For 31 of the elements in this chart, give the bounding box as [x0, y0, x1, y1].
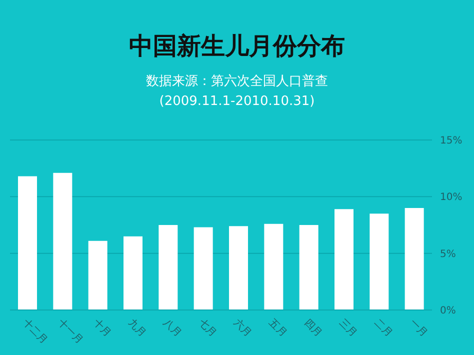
bar [334, 209, 354, 310]
x-tick-label: 九月 [126, 316, 149, 340]
bar [124, 236, 142, 310]
x-tick-label: 三月 [336, 317, 359, 340]
bar [370, 214, 389, 310]
x-tick-label: 四月 [302, 317, 324, 340]
x-tick-label: 十月 [90, 316, 114, 340]
x-tick-label: 八月 [161, 317, 184, 340]
y-tick-label: 5% [440, 248, 456, 260]
x-tick-label: 七月 [196, 316, 219, 340]
y-tick-label: 10% [440, 192, 462, 204]
x-tick-label: 一月 [407, 317, 430, 340]
bar [158, 225, 178, 310]
x-tick-label: 二月 [372, 317, 394, 340]
bar [229, 226, 248, 310]
chart-subtitle: 数据来源：第六次全国人口普查 [145, 72, 329, 90]
bar [264, 224, 284, 310]
bar [88, 240, 108, 310]
x-tick-label: 十一月 [56, 316, 86, 346]
bar [53, 172, 72, 310]
x-tick-label: 十二月 [20, 316, 50, 346]
bar [194, 227, 213, 310]
bar [18, 176, 37, 310]
y-tick-label: 15% [440, 136, 462, 147]
chart-title: 中国新生儿月份分布 [128, 31, 346, 62]
x-tick-label: 六月 [231, 316, 254, 340]
y-tick-label: 0% [440, 306, 456, 317]
bar [404, 208, 424, 310]
x-tick-label: 五月 [266, 317, 289, 340]
text: (2009.11.1-2010.10.31) [158, 94, 316, 109]
bar [299, 225, 318, 310]
